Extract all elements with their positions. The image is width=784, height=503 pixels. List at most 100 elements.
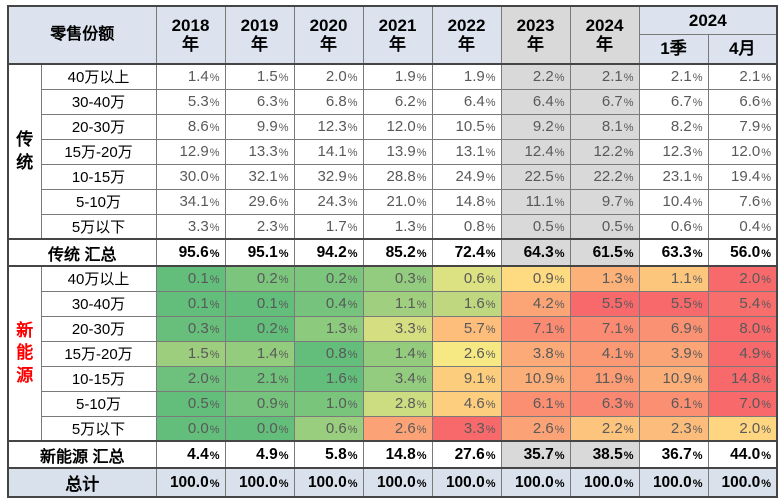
total-row: 总计 100.0% 100.0% 100.0% 100.0% 100.0% 100.0% 10… [7,467,778,498]
value-cell: 2.3% [224,213,295,240]
section-label-new-energy: 新能源 [7,265,42,442]
value-cell: 3.8% [500,340,571,367]
value-cell: 10.9% [638,365,709,392]
value-cell: 10.4% [638,188,709,215]
row-label: 40万以上 [40,63,157,90]
value-cell: 12.4% [500,138,571,165]
value-cell: 2.6% [500,415,571,442]
value-cell: 7.1% [569,315,640,342]
value-cell: 22.2% [569,163,640,190]
value-cell: 1.4% [362,340,433,367]
value-cell: 8.1% [569,113,640,140]
table-title: 零售份额 [7,5,157,65]
value-cell: 95.1% [224,238,295,267]
value-cell: 72.4% [431,238,502,267]
value-cell: 2.0% [707,415,778,442]
value-cell: 6.4% [500,88,571,115]
value-cell: 0.5% [569,213,640,240]
table-row: 30-40万 5.3% 6.3% 6.8% 6.2% 6.4% 6.4% 6.7% 6.7% 6.… [8,88,778,115]
value-cell: 100.0% [569,467,640,498]
row-label: 5-10万 [40,188,157,215]
value-cell: 64.3% [500,238,571,267]
value-cell: 0.2% [224,315,295,342]
value-cell: 1.4% [224,340,295,367]
value-cell: 3.4% [362,365,433,392]
value-cell: 6.1% [500,390,571,417]
value-cell: 14.8% [431,188,502,215]
col-header-year: 2019 [240,15,279,35]
value-cell: 1.6% [293,365,364,392]
value-cell: 0.1% [224,290,295,317]
value-cell: 9.9% [224,113,295,140]
value-cell: 1.3% [362,213,433,240]
col-header-2023: 2023 年 [500,5,571,65]
table-header: 零售份额 2018 年 2019 年 2020 年 2021 年 [7,5,778,65]
value-cell: 9.7% [569,188,640,215]
value-cell: 2.0% [293,63,364,90]
value-cell: 0.1% [155,265,226,292]
value-cell: 12.3% [638,138,709,165]
value-cell: 11.1% [500,188,571,215]
table-row: 5-10万 34.1% 29.6% 24.3% 21.0% 14.8% 11.1% 9.7% 1… [8,188,778,215]
value-cell: 1.5% [224,63,295,90]
value-cell: 1.3% [293,315,364,342]
row-label: 40万以上 [40,265,157,292]
value-cell: 100.0% [707,467,778,498]
row-label: 15万-20万 [40,340,157,367]
value-cell: 100.0% [431,467,502,498]
col-header-suffix: 年 [458,35,476,54]
value-cell: 1.3% [569,265,640,292]
table-body: 传统 40万以上 1.4% 1.5% 2.0% 1.9% 1.9% 2.2% 2.1% 2.1% 2… [7,63,778,498]
col-header-q1: 1季 [638,34,709,65]
value-cell: 100.0% [638,467,709,498]
value-cell: 0.5% [500,213,571,240]
col-header-suffix: 年 [389,35,407,54]
value-cell: 100.0% [500,467,571,498]
value-cell: 38.5% [569,440,640,469]
value-cell: 85.2% [362,238,433,267]
col-header-suffix: 年 [527,35,545,54]
row-label: 5-10万 [40,390,157,417]
value-cell: 11.9% [569,365,640,392]
row-label: 15万-20万 [40,138,157,165]
col-header-2018: 2018 年 [155,5,226,65]
col-header-2024-group: 2024 [638,5,778,35]
value-cell: 94.2% [293,238,364,267]
summary-label: 新能源 汇总 [7,440,157,469]
section-label-traditional: 传统 [7,63,42,240]
table-row: 20-30万 8.6% 9.9% 12.3% 12.0% 10.5% 9.2% 8.1% 8.2… [8,113,778,140]
value-cell: 0.3% [155,315,226,342]
value-cell: 63.3% [638,238,709,267]
value-cell: 5.4% [707,290,778,317]
value-cell: 0.6% [431,265,502,292]
value-cell: 2.1% [638,63,709,90]
value-cell: 6.3% [569,390,640,417]
value-cell: 8.0% [707,315,778,342]
value-cell: 1.9% [362,63,433,90]
col-header-suffix: 年 [182,35,200,54]
value-cell: 4.6% [431,390,502,417]
value-cell: 14.8% [362,440,433,469]
value-cell: 28.8% [362,163,433,190]
col-header-year: 2021 [378,15,417,35]
value-cell: 100.0% [155,467,226,498]
col-header-suffix: 年 [251,35,269,54]
value-cell: 5.7% [431,315,502,342]
value-cell: 13.1% [431,138,502,165]
value-cell: 3.3% [431,415,502,442]
col-header-2024: 2024 年 [569,5,640,65]
value-cell: 0.0% [155,415,226,442]
value-cell: 5.5% [569,290,640,317]
value-cell: 3.9% [638,340,709,367]
value-cell: 1.7% [293,213,364,240]
value-cell: 6.7% [638,88,709,115]
value-cell: 0.2% [293,265,364,292]
table-row: 20-30万 0.3% 0.2% 1.3% 3.3% 5.7% 7.1% 7.1% 6.9% 8.… [8,315,778,342]
value-cell: 0.5% [155,390,226,417]
value-cell: 2.1% [224,365,295,392]
value-cell: 8.2% [638,113,709,140]
value-cell: 0.9% [224,390,295,417]
value-cell: 0.2% [224,265,295,292]
value-cell: 12.2% [569,138,640,165]
value-cell: 2.6% [362,415,433,442]
